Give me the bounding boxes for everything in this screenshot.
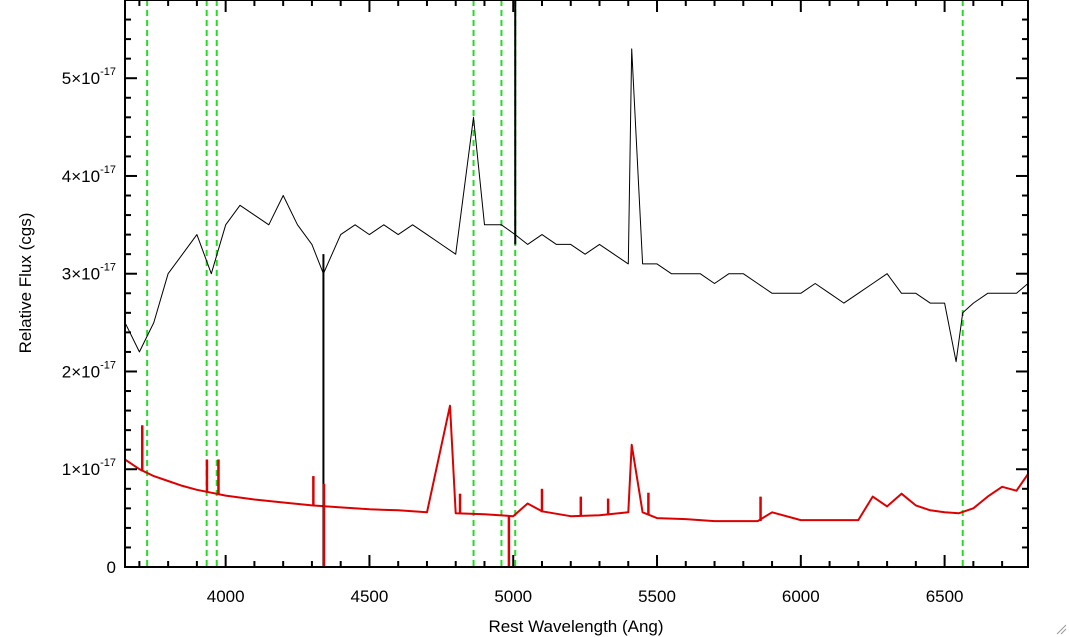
y-tick-mantissa: 4×10 [62,167,100,186]
y-tick-exponent: -17 [100,66,116,78]
y-tick-label-5: 5×10-17 [62,66,116,88]
x-tick-label-5: 6500 [926,587,964,606]
y-tick-mantissa: 5×10 [62,69,100,88]
y-tick-label-1: 1×10-17 [62,457,116,479]
y-tick-mantissa: 2×10 [62,362,100,381]
y-tick-exponent: -17 [100,457,116,469]
y-tick-label-3: 3×10-17 [62,262,116,284]
series-line-error [125,404,1028,523]
x-tick-label-0: 4000 [207,587,245,606]
x-axis-title: Rest Wavelength (Ang) [488,617,663,636]
x-tick-label-1: 4500 [351,587,389,606]
y-tick-exponent: -17 [100,359,116,371]
axes [124,0,1029,568]
series-line-flux [125,48,1028,363]
y-tick-mantissa: 0 [107,558,116,577]
x-tick-label-3: 5500 [638,587,676,606]
x-tick-label-4: 6000 [782,587,820,606]
y-tick-exponent: -17 [100,262,116,274]
y-tick-label-0: 0 [107,558,116,577]
plot-area [125,0,1028,567]
tick-labels: 4000 4500 5000 5500 6000 650001×10-172×10-173… [62,66,964,606]
resize-grip-icon[interactable] [1055,623,1067,635]
y-tick-label-4: 4×10-17 [62,164,116,186]
y-axis-title: Relative Flux (cgs) [16,213,35,354]
x-tick-label-2: 5000 [494,587,532,606]
y-tick-exponent: -17 [100,164,116,176]
y-tick-label-2: 2×10-17 [62,359,116,381]
y-tick-mantissa: 1×10 [62,460,100,479]
plot-frame [124,0,1029,568]
y-tick-mantissa: 3×10 [62,265,100,284]
